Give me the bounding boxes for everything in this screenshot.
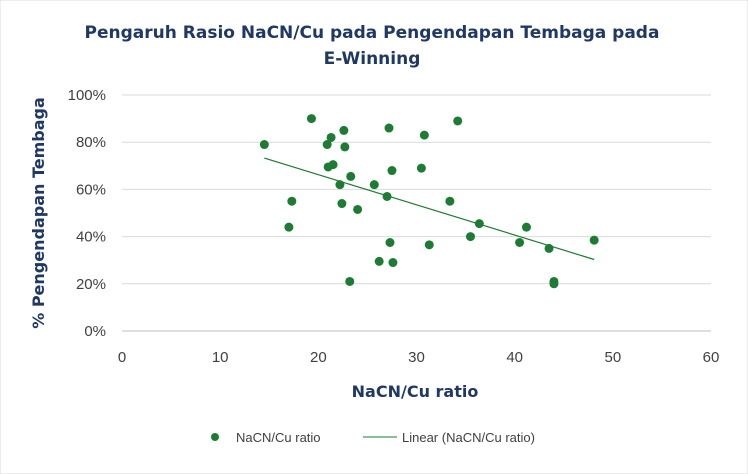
data-point [424, 240, 434, 250]
data-point [374, 256, 384, 266]
data-point [346, 171, 356, 181]
data-point [387, 166, 397, 176]
data-point [419, 130, 429, 140]
trendline-layer [264, 157, 595, 261]
data-point [284, 222, 294, 232]
x-tick-label: 30 [408, 349, 425, 366]
data-point [515, 238, 525, 247]
legend-marker-scatter [211, 433, 219, 441]
data-point [521, 222, 531, 232]
data-point [385, 238, 395, 247]
data-point [340, 142, 350, 152]
data-point [549, 279, 559, 289]
data-point [353, 204, 363, 214]
trendline [264, 157, 595, 261]
x-tick-label: 0 [118, 349, 126, 366]
data-point [453, 116, 463, 126]
data-point [328, 160, 338, 170]
x-tick-label: 20 [310, 349, 327, 366]
data-point [337, 199, 347, 209]
data-point [474, 219, 484, 229]
legend: NaCN/Cu ratio Linear (NaCN/Cu ratio) [211, 430, 535, 445]
data-point [287, 196, 297, 206]
chart-title-line-2: E-Winning [324, 49, 421, 69]
data-point [339, 125, 349, 135]
data-points [259, 114, 599, 289]
data-point [369, 180, 379, 190]
tick-labels: 0% 20% 40% 60% 80% 100% 0 10 20 30 40 50 60 [68, 87, 720, 366]
x-tick-label: 10 [212, 349, 229, 366]
data-point [465, 232, 475, 242]
y-tick-label: 20% [76, 276, 106, 293]
data-point [322, 140, 332, 150]
y-tick-label: 40% [76, 229, 106, 246]
data-point [445, 196, 455, 206]
data-point [306, 114, 316, 124]
gridlines [122, 94, 711, 332]
data-point [544, 243, 554, 253]
data-point [388, 258, 398, 268]
data-point [384, 123, 394, 133]
data-point [416, 163, 426, 173]
legend-label-scatter: NaCN/Cu ratio [236, 430, 321, 445]
data-point [589, 235, 599, 245]
y-tick-label: 80% [76, 134, 106, 151]
legend-label-trendline: Linear (NaCN/Cu ratio) [402, 430, 535, 445]
data-point [326, 132, 336, 142]
x-tick-label: 50 [604, 349, 621, 366]
y-tick-label: 0% [84, 323, 106, 340]
x-tick-label: 40 [506, 349, 523, 366]
data-point [345, 276, 355, 286]
data-point [259, 140, 269, 150]
y-tick-label: 100% [68, 87, 106, 104]
x-axis-title: NaCN/Cu ratio [352, 382, 479, 401]
data-point [335, 180, 345, 190]
data-point [382, 191, 392, 201]
y-tick-label: 60% [76, 181, 106, 198]
x-tick-label: 60 [703, 349, 720, 366]
chart-title: Pengaruh Rasio NaCN/Cu pada Pengendapan … [85, 23, 660, 43]
y-axis-title: % Pengendapan Tembaga [29, 97, 48, 329]
